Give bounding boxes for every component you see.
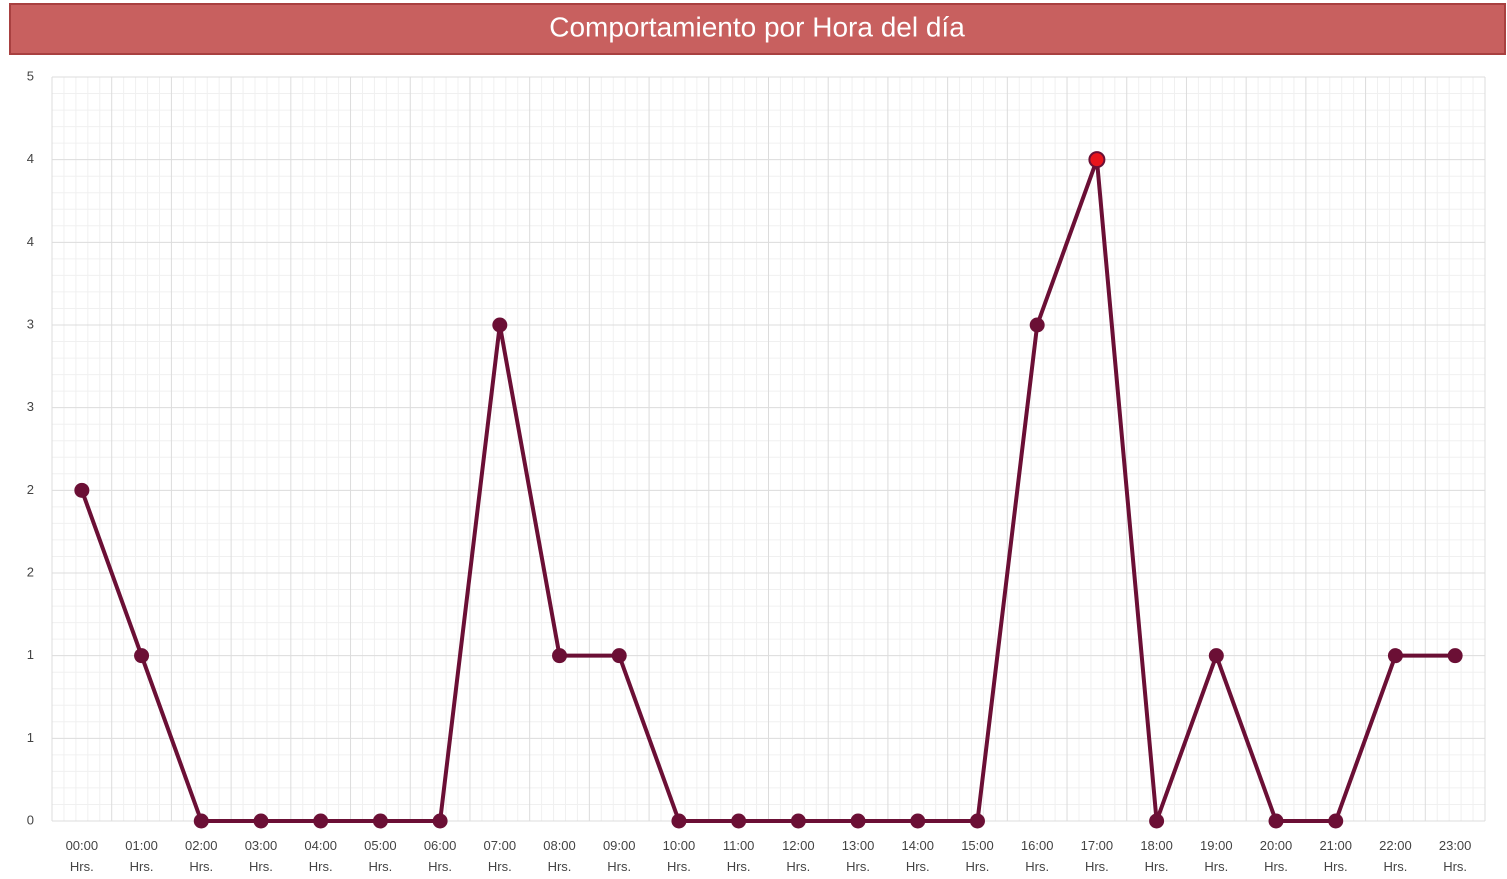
x-tick-label: 11:00 Hrs. xyxy=(723,838,755,874)
point xyxy=(253,813,269,829)
x-tick-label: 14:00 Hrs. xyxy=(901,838,934,874)
x-tick-label: 16:00 Hrs. xyxy=(1021,838,1054,874)
point xyxy=(850,813,866,829)
point xyxy=(1088,151,1106,169)
y-tick-label: 4 xyxy=(27,234,34,249)
point xyxy=(1029,317,1045,333)
y-tick-label: 1 xyxy=(27,647,34,662)
x-tick-label: 08:00 Hrs. xyxy=(543,838,576,874)
y-tick-label: 3 xyxy=(27,316,34,331)
x-tick-label: 00:00 Hrs. xyxy=(66,838,99,874)
point xyxy=(1328,813,1344,829)
point xyxy=(313,813,329,829)
point xyxy=(552,648,568,664)
y-tick-label: 2 xyxy=(27,564,34,579)
y-tick-label: 0 xyxy=(27,812,34,827)
x-tick-label: 12:00 Hrs. xyxy=(782,838,815,874)
point xyxy=(432,813,448,829)
point xyxy=(372,813,388,829)
point xyxy=(910,813,926,829)
point xyxy=(969,813,985,829)
x-tick-label: 23:00 Hrs. xyxy=(1439,838,1472,874)
y-tick-label: 1 xyxy=(27,730,34,745)
x-tick-label: 21:00 Hrs. xyxy=(1319,838,1352,874)
point xyxy=(1268,813,1284,829)
x-tick-label: 22:00 Hrs. xyxy=(1379,838,1412,874)
point xyxy=(671,813,687,829)
point xyxy=(74,482,90,498)
line xyxy=(79,157,1456,823)
point xyxy=(790,813,806,829)
y-tick-label: 2 xyxy=(27,482,34,497)
x-tick-label: 15:00 Hrs. xyxy=(961,838,994,874)
x-tick-label: 01:00 Hrs. xyxy=(125,838,158,874)
x-tick-label: 05:00 Hrs. xyxy=(364,838,397,874)
point xyxy=(492,317,508,333)
x-tick-label: 07:00 Hrs. xyxy=(484,838,517,874)
title-banner xyxy=(9,3,1506,55)
x-tick-label: 06:00 Hrs. xyxy=(424,838,457,874)
point xyxy=(611,648,627,664)
point xyxy=(1149,813,1165,829)
y-tick-label: 4 xyxy=(27,151,34,166)
point xyxy=(193,813,209,829)
y-tick-label: 5 xyxy=(27,68,34,83)
x-tick-label: 02:00 Hrs. xyxy=(185,838,218,874)
x-tick-label: 20:00 Hrs. xyxy=(1260,838,1293,874)
point xyxy=(1208,648,1224,664)
point xyxy=(731,813,747,829)
x-tick-label: 13:00 Hrs. xyxy=(842,838,875,874)
x-tick-label: 18:00 Hrs. xyxy=(1140,838,1173,874)
x-tick-label: 03:00 Hrs. xyxy=(245,838,278,874)
chart-title: Comportamiento por Hora del día xyxy=(549,11,965,42)
x-tick-label: 09:00 Hrs. xyxy=(603,838,636,874)
y-tick-label: 3 xyxy=(27,399,34,414)
x-tick-label: 10:00 Hrs. xyxy=(663,838,696,874)
x-tick-label: 19:00 Hrs. xyxy=(1200,838,1233,874)
x-tick-label: 04:00 Hrs. xyxy=(304,838,337,874)
x-tick-label: 17:00 Hrs. xyxy=(1081,838,1114,874)
point xyxy=(1447,648,1463,664)
point xyxy=(134,648,150,664)
point xyxy=(1387,648,1403,664)
